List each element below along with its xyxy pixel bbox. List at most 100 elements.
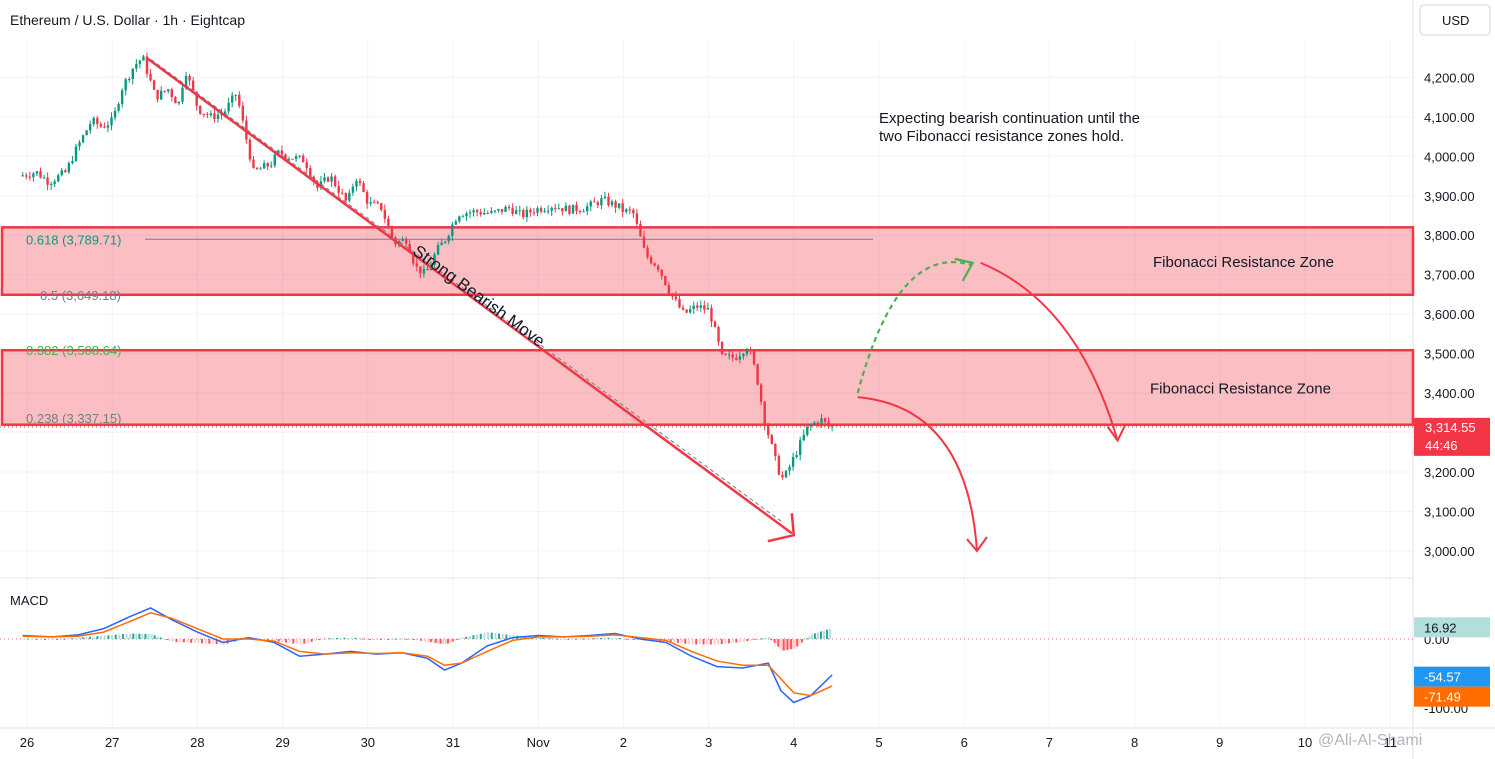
- price-tick-label: 3,000.00: [1424, 544, 1475, 559]
- candle-body: [486, 212, 489, 214]
- candle-body: [81, 135, 85, 143]
- candle-body: [763, 401, 766, 426]
- macd-histogram-bar: [182, 639, 185, 643]
- candle-body: [440, 242, 443, 246]
- macd-value-label: -54.57: [1424, 670, 1461, 685]
- candle-body: [60, 170, 63, 176]
- macd-histogram-bar: [159, 637, 162, 639]
- candle-body: [632, 209, 635, 214]
- candle-body: [372, 202, 376, 204]
- fib-zones: 0.618 (3,789.71) 0.5 (3,649.18) 0.382 (3,5…: [0, 226, 1415, 426]
- macd-histogram-bar: [138, 633, 141, 639]
- candle-body: [159, 90, 163, 100]
- macd-histogram-bar: [405, 638, 408, 640]
- candle-body: [735, 357, 738, 360]
- candle-body: [383, 209, 387, 219]
- currency-button[interactable]: [1419, 4, 1491, 36]
- candle-body: [688, 309, 692, 313]
- trend-line: [145, 56, 793, 535]
- macd-histogram-bar: [434, 639, 437, 643]
- macd-histogram-bar: [476, 634, 479, 639]
- candle-body: [522, 210, 525, 218]
- macd-histogram-bar: [168, 639, 171, 641]
- fib-zone-lower: [0, 348, 1415, 426]
- candle-body: [177, 101, 181, 104]
- bar-countdown: 44:46: [1425, 438, 1458, 453]
- candle-body: [341, 192, 344, 194]
- candle-body: [149, 73, 152, 81]
- bearish-curve-arrow-short: [857, 396, 978, 552]
- candle-body: [348, 192, 351, 201]
- candle-body: [532, 212, 536, 214]
- time-tick-label: 28: [190, 735, 204, 750]
- candle-body: [422, 269, 426, 274]
- candle-body: [585, 206, 589, 212]
- macd-histogram-bar: [468, 636, 471, 639]
- candle-body: [628, 209, 631, 211]
- candle-body: [167, 89, 170, 92]
- symbol-title[interactable]: Ethereum / U.S. Dollar · 1h · Eightcap: [10, 12, 245, 28]
- macd-histogram-bar: [78, 637, 81, 639]
- macd-histogram-bar: [560, 638, 563, 640]
- macd-histogram-bar: [786, 639, 789, 650]
- macd-histogram-bar: [347, 637, 350, 639]
- time-tick-label: 7: [1046, 735, 1053, 750]
- candle-body: [209, 113, 213, 116]
- macd-histogram-bar: [720, 639, 723, 645]
- macd-histogram-bar: [343, 637, 346, 639]
- drawings: Strong Bearish Move: [0, 56, 1413, 553]
- candle-body: [42, 177, 46, 179]
- candle-body: [724, 353, 727, 355]
- macd-histogram-bar: [773, 639, 776, 643]
- candle-body: [85, 130, 88, 136]
- candle-body: [312, 176, 316, 182]
- candle-body: [816, 422, 820, 424]
- macd-histogram-bar: [22, 638, 25, 640]
- macd-histogram-bar: [27, 638, 29, 640]
- candle-body: [330, 176, 333, 182]
- candle-body: [756, 364, 759, 385]
- candle-body: [653, 263, 656, 266]
- macd-histogram-bar: [603, 637, 606, 639]
- candle-body: [291, 158, 294, 160]
- macd-histogram-bar: [676, 639, 679, 643]
- price-tick-label: 3,200.00: [1424, 465, 1475, 480]
- macd-histogram-bar: [383, 639, 386, 640]
- candle-body: [447, 235, 450, 242]
- candle-body: [490, 211, 493, 214]
- candle-body: [96, 118, 99, 125]
- macd-histogram-bar: [454, 639, 457, 641]
- macd-histogram-bar: [556, 638, 559, 640]
- candle-body: [358, 180, 362, 184]
- macd-histogram-bar: [451, 639, 454, 642]
- candle-body: [720, 341, 724, 354]
- macd-histogram-bar: [92, 636, 95, 639]
- candle-body: [820, 418, 823, 424]
- macd-histogram-bar: [96, 636, 99, 639]
- candle-body: [504, 206, 507, 212]
- macd-histogram-bar: [89, 636, 92, 639]
- macd-histogram-bar: [717, 639, 720, 645]
- macd-histogram-bar: [578, 638, 581, 640]
- macd-histogram-bar: [728, 639, 731, 644]
- candle-body: [351, 186, 355, 193]
- macd-histogram-bar: [107, 635, 110, 639]
- macd-histogram-bar: [295, 639, 298, 645]
- macd-histogram-bar: [823, 630, 826, 639]
- candle-body: [674, 296, 678, 300]
- candle-body: [106, 125, 110, 128]
- candle-body: [287, 158, 291, 160]
- macd-histogram-bar: [274, 639, 277, 642]
- macd-histogram-bar: [742, 639, 745, 642]
- candle-body: [57, 175, 60, 182]
- macd-histogram-bar: [212, 639, 215, 644]
- price-tick-label: 3,100.00: [1424, 505, 1475, 520]
- zone-lower-label: Fibonacci Resistance Zone: [1150, 380, 1331, 397]
- candle-body: [323, 177, 326, 182]
- trend-guide: [150, 59, 785, 524]
- macd-histogram-bar: [456, 639, 459, 640]
- candle-body: [571, 204, 575, 214]
- candle-body: [667, 284, 671, 294]
- macd-histogram-bar: [281, 639, 284, 643]
